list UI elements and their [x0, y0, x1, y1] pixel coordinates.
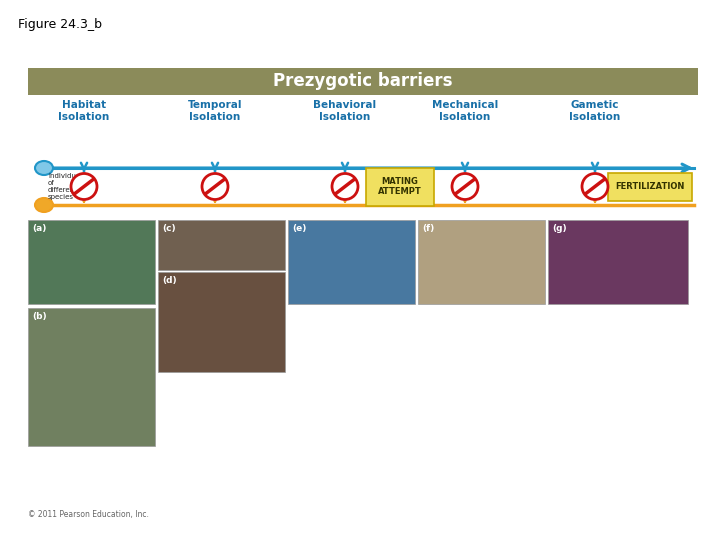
- Bar: [288, 220, 415, 304]
- Text: (b): (b): [32, 312, 47, 321]
- Circle shape: [452, 173, 478, 199]
- Ellipse shape: [35, 161, 53, 175]
- Circle shape: [202, 173, 228, 199]
- Bar: [608, 172, 692, 200]
- Circle shape: [332, 173, 358, 199]
- Bar: [158, 220, 285, 270]
- Text: Temporal
Isolation: Temporal Isolation: [188, 100, 242, 122]
- Bar: [158, 272, 285, 372]
- Text: (g): (g): [552, 224, 567, 233]
- Text: MATING
ATTEMPT: MATING ATTEMPT: [378, 177, 422, 196]
- Text: Figure 24.3_b: Figure 24.3_b: [18, 18, 102, 31]
- Text: Individuals
of
different
species: Individuals of different species: [48, 173, 86, 200]
- Text: (a): (a): [32, 224, 46, 233]
- Text: (c): (c): [162, 224, 176, 233]
- Text: (e): (e): [292, 224, 307, 233]
- Bar: [548, 220, 688, 304]
- Text: (d): (d): [162, 276, 176, 285]
- Text: Behavioral
Isolation: Behavioral Isolation: [313, 100, 377, 122]
- Bar: [418, 220, 545, 304]
- Circle shape: [582, 173, 608, 199]
- Bar: [28, 220, 155, 304]
- Text: © 2011 Pearson Education, Inc.: © 2011 Pearson Education, Inc.: [28, 510, 149, 519]
- Text: Mechanical
Isolation: Mechanical Isolation: [432, 100, 498, 122]
- Ellipse shape: [35, 198, 53, 212]
- Bar: [28, 68, 698, 95]
- Text: FERTILIZATION: FERTILIZATION: [616, 182, 685, 191]
- Text: Prezygotic barriers: Prezygotic barriers: [274, 72, 453, 91]
- Bar: [366, 167, 434, 206]
- Text: Gametic
Isolation: Gametic Isolation: [570, 100, 621, 122]
- Bar: [28, 308, 155, 446]
- Text: Habitat
Isolation: Habitat Isolation: [58, 100, 109, 122]
- Text: (f): (f): [422, 224, 434, 233]
- Circle shape: [71, 173, 97, 199]
